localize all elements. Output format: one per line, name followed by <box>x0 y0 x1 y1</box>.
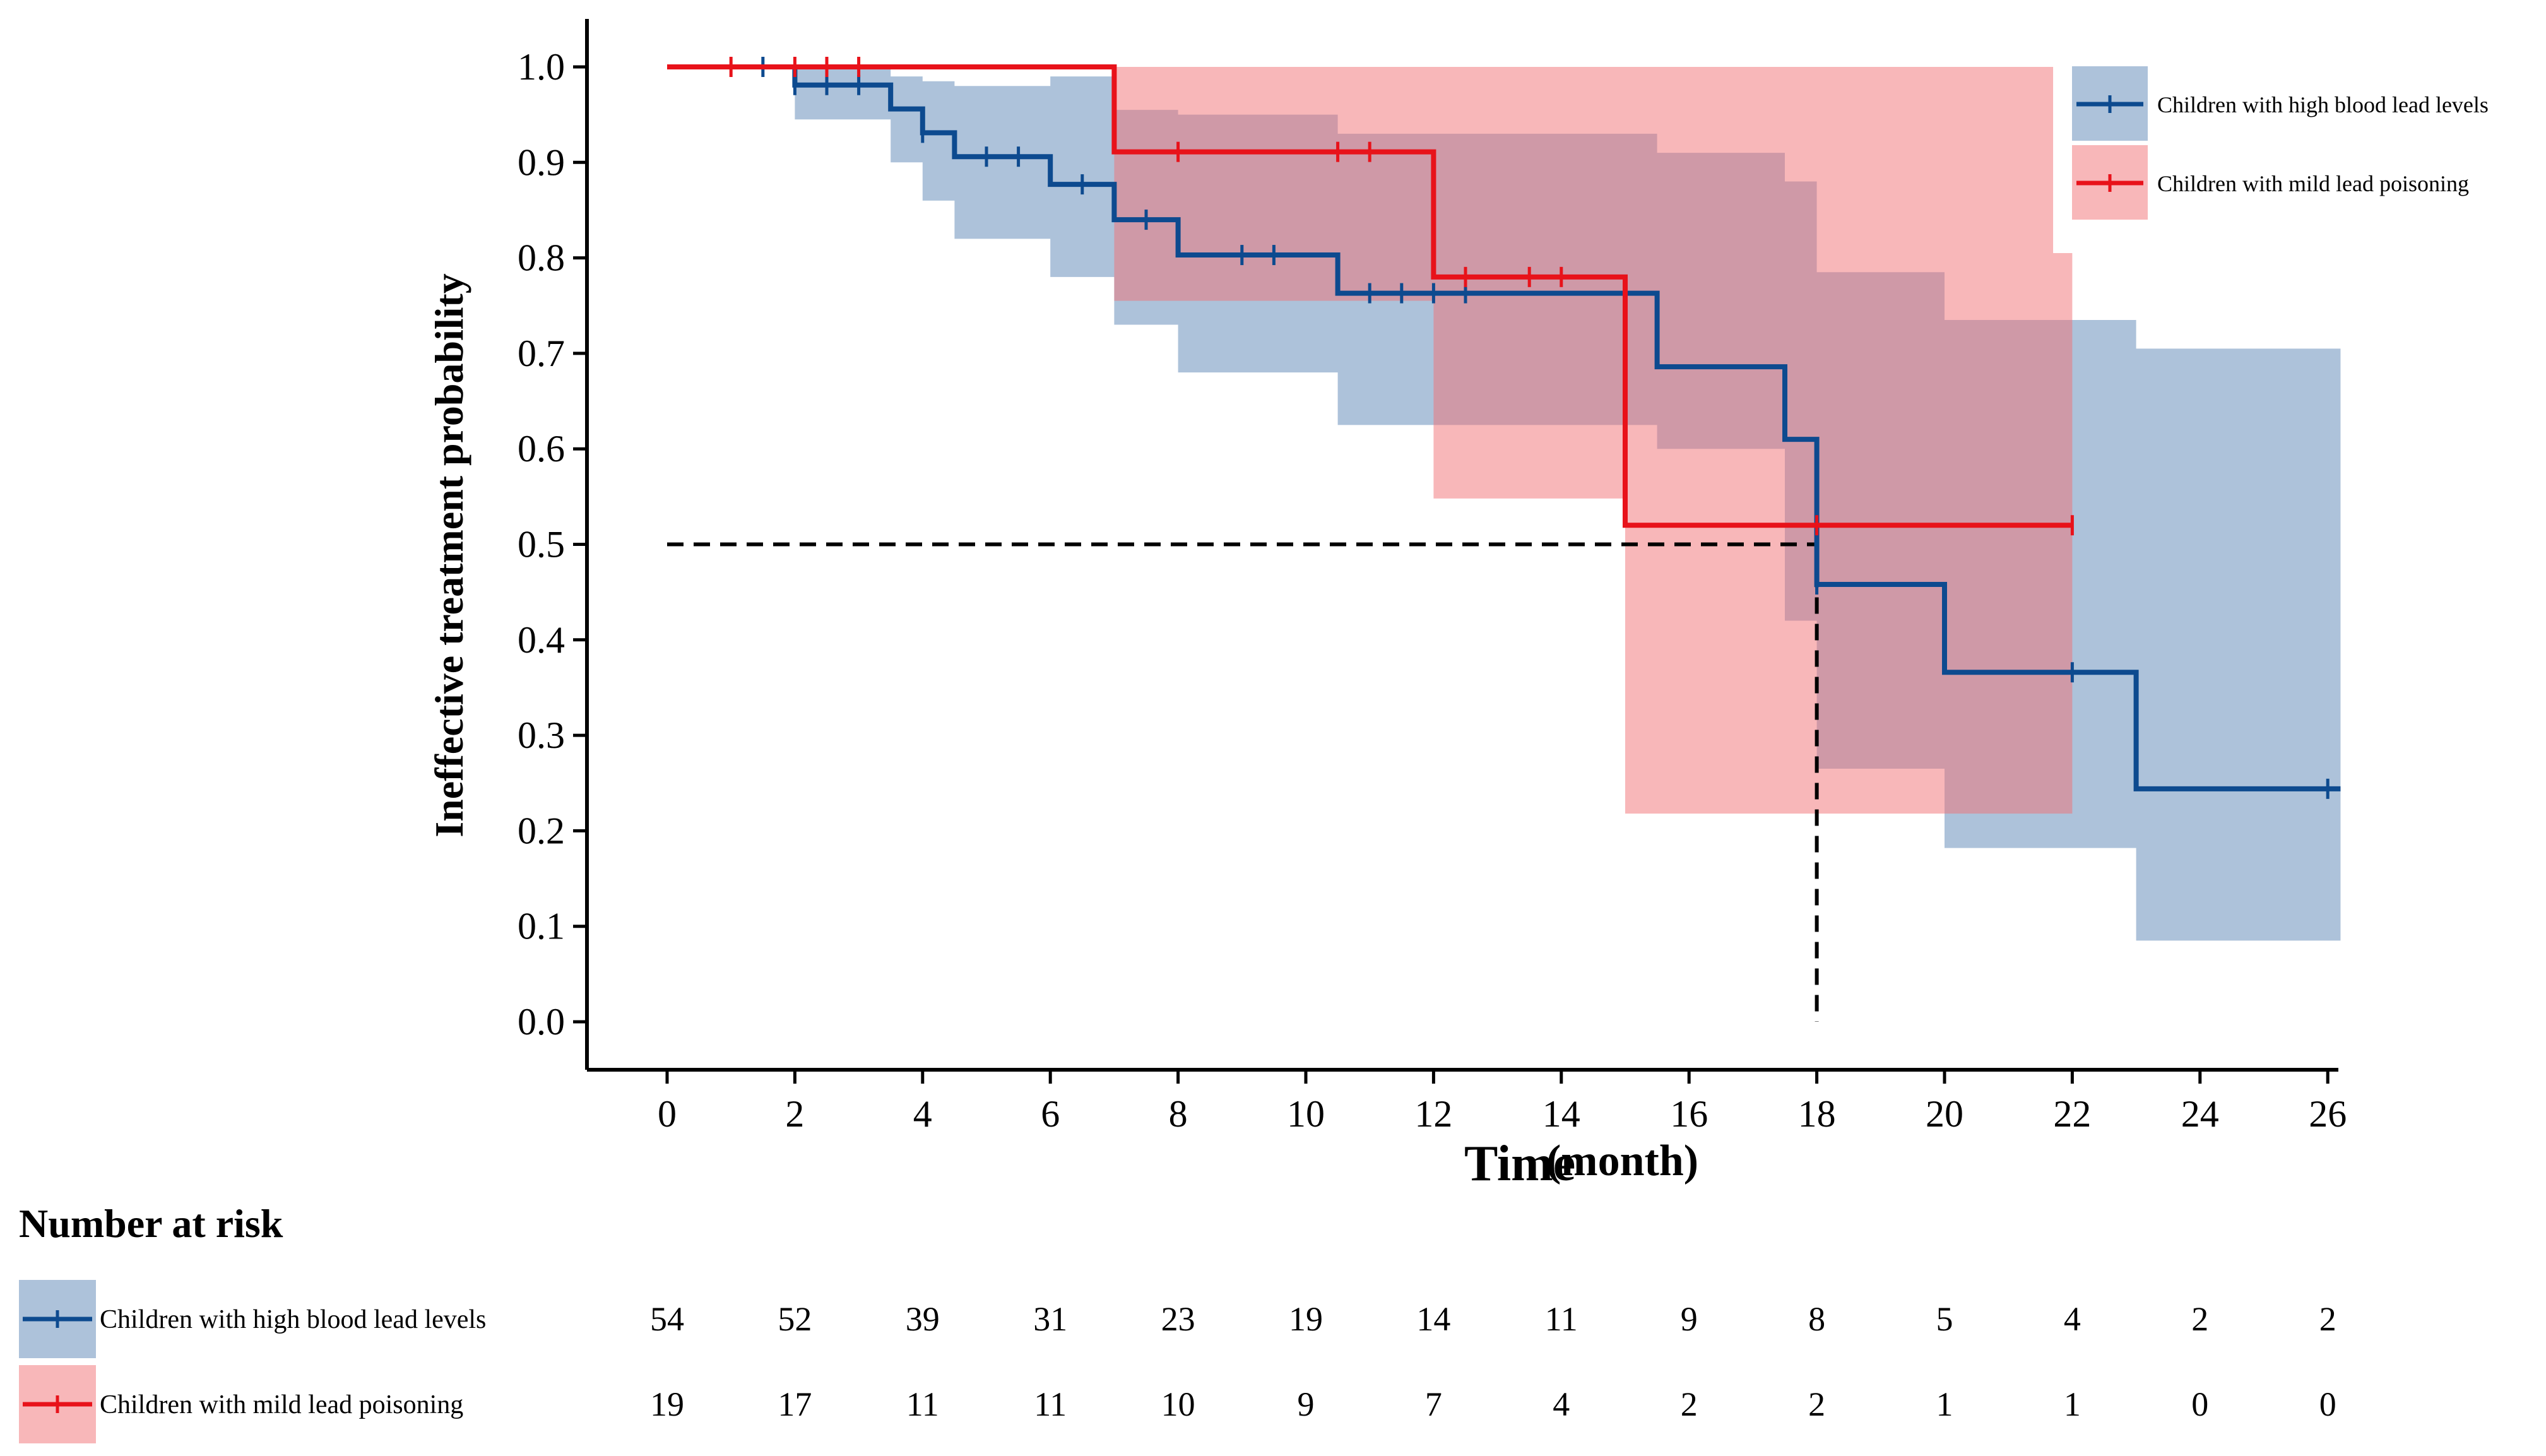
risk-value-1-3: 39 <box>906 1300 940 1338</box>
x-axis-title: Time <box>1464 1136 1575 1192</box>
risk-value-2-3: 11 <box>906 1385 939 1423</box>
x-tick-label-5: 10 <box>1287 1093 1325 1135</box>
y-tick-label-2: 0.2 <box>518 810 565 851</box>
median-reference-lines <box>667 542 1819 1022</box>
risk-value-2-5: 10 <box>1161 1385 1195 1423</box>
survival-curve-2 <box>667 64 2073 528</box>
risk-value-2-8: 4 <box>1553 1385 1570 1423</box>
risk-value-2-6: 9 <box>1298 1385 1315 1423</box>
risk-value-1-9: 9 <box>1681 1300 1698 1338</box>
x-tick-label-10: 20 <box>1926 1093 1963 1135</box>
x-tick-label-1: 2 <box>785 1093 804 1135</box>
x-tick-label-9: 18 <box>1798 1093 1836 1135</box>
risk-row-label-2: Children with mild lead poisoning <box>100 1390 463 1419</box>
risk-row-label-1: Children with high blood lead levels <box>100 1305 486 1334</box>
risk-table: Number at risk Children with high blood … <box>19 1201 2336 1443</box>
risk-value-2-11: 1 <box>1936 1385 1953 1423</box>
y-tick-label-7: 0.7 <box>518 333 565 374</box>
y-tick-label-10: 1.0 <box>518 46 565 88</box>
risk-value-2-2: 17 <box>778 1385 812 1423</box>
y-tick-label-1: 0.1 <box>518 906 565 947</box>
x-tick-label-0: 0 <box>658 1093 677 1135</box>
risk-value-2-13: 0 <box>2191 1385 2208 1423</box>
y-tick-label-8: 0.8 <box>518 237 565 279</box>
x-tick-label-6: 12 <box>1414 1093 1452 1135</box>
x-tick-label-3: 6 <box>1041 1093 1060 1135</box>
x-tick-label-4: 8 <box>1169 1093 1188 1135</box>
x-tick-label-8: 16 <box>1670 1093 1708 1135</box>
x-tick-label-12: 24 <box>2181 1093 2219 1135</box>
risk-value-1-13: 2 <box>2191 1300 2208 1338</box>
y-tick-label-4: 0.4 <box>518 619 565 661</box>
confidence-bands <box>667 67 2341 941</box>
risk-value-1-4: 31 <box>1033 1300 1067 1338</box>
y-tick-label-5: 0.5 <box>518 524 565 565</box>
risk-value-1-12: 4 <box>2064 1300 2081 1338</box>
y-tick-label-0: 0.0 <box>518 1001 565 1043</box>
risk-table-title: Number at risk <box>19 1201 283 1246</box>
ci-band-2 <box>667 67 2073 814</box>
risk-value-2-4: 11 <box>1034 1385 1067 1423</box>
risk-value-1-14: 2 <box>2319 1300 2336 1338</box>
legend-label-1: Children with high blood lead levels <box>2157 92 2489 117</box>
risk-value-1-8: 11 <box>1545 1300 1578 1338</box>
y-axis-title: Ineffective treatment probability <box>427 273 471 837</box>
risk-value-1-1: 54 <box>650 1300 684 1338</box>
risk-value-1-6: 19 <box>1289 1300 1323 1338</box>
y-tick-label-6: 0.6 <box>518 428 565 470</box>
axes: 0.00.10.20.30.40.50.60.70.80.91.00 2 4 6 8 10… <box>518 19 2347 1135</box>
risk-value-2-7: 7 <box>1425 1385 1442 1423</box>
x-tick-label-13: 26 <box>2309 1093 2347 1135</box>
risk-value-1-11: 5 <box>1936 1300 1953 1338</box>
legend: Children with high blood lead levels Chil… <box>2072 66 2489 220</box>
survival-curves <box>667 57 2341 799</box>
y-tick-label-9: 0.9 <box>518 141 565 183</box>
x-tick-label-7: 14 <box>1542 1093 1580 1135</box>
risk-value-2-12: 1 <box>2064 1385 2081 1423</box>
risk-value-1-5: 23 <box>1161 1300 1195 1338</box>
risk-value-1-10: 8 <box>1808 1300 1825 1338</box>
risk-value-1-2: 52 <box>778 1300 812 1338</box>
legend-label-2: Children with mild lead poisoning <box>2157 171 2469 196</box>
risk-value-2-9: 2 <box>1681 1385 1698 1423</box>
x-tick-label-11: 22 <box>2053 1093 2091 1135</box>
risk-value-2-1: 19 <box>650 1385 684 1423</box>
x-tick-label-2: 4 <box>913 1093 932 1135</box>
survival-curve-1 <box>667 64 2341 791</box>
risk-value-1-7: 14 <box>1416 1300 1450 1338</box>
risk-value-2-14: 0 <box>2319 1385 2336 1423</box>
risk-value-2-10: 2 <box>1808 1385 1825 1423</box>
x-axis-unit: (month) <box>1546 1137 1698 1185</box>
y-tick-label-3: 0.3 <box>518 714 565 756</box>
